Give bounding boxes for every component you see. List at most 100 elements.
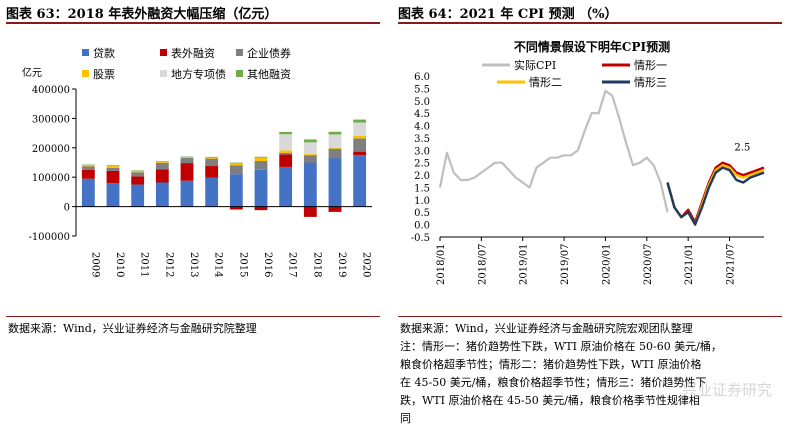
bar-segment-2015 [229,206,243,210]
bar-segment-2019 [328,134,342,148]
x-tick-label: 2011 [139,252,150,277]
bar-segment-2020 [353,151,367,156]
legend-label-4: 情形三 [634,76,667,89]
y-tick-label: 4.5 [414,109,430,120]
bar-segment-2009 [81,178,95,207]
bar-segment-2014 [205,166,219,178]
bar-segment-2009 [81,165,95,167]
bar-segment-2010 [106,165,120,167]
x-tick-label: 2012 [163,252,174,277]
right-source-rule [398,316,782,317]
bar-segment-2015 [229,163,243,166]
right-figure-panel: 图表 64：2021 年 CPI 预测 （%） 不同情景假设下明年CPI预测 实际… [392,0,786,426]
left-title-rule [6,22,380,24]
y-tick-label: 6.0 [414,72,430,83]
bar-segment-2017 [279,152,293,155]
series-line-1 [438,89,669,213]
bar-segment-2019 [328,158,342,207]
y-tick-label: 100000 [32,173,70,184]
x-tick-label: 2018 [311,252,322,277]
bar-segment-2018 [303,162,317,207]
x-tick-label: 2020/01 [601,243,612,285]
bar-segment-2013 [180,156,194,158]
x-tick-label: 2019/07 [560,243,571,285]
x-tick-label: 2016 [262,252,273,277]
x-tick-label: 2018/01 [436,243,447,285]
bar-segment-2016 [254,157,268,162]
x-tick-label: 2015 [237,252,248,277]
bar-segment-2016 [254,156,268,158]
y-tick-label: 3.5 [414,134,430,145]
bar-segment-2014 [205,156,219,158]
bar-segment-2020 [353,155,367,207]
bar-segment-2015 [229,162,243,164]
bar-segment-2013 [180,163,194,181]
x-tick-label: 2020 [361,252,372,277]
bar-segment-2014 [205,177,219,207]
bar-segment-2014 [205,158,219,167]
right-figure-title: 图表 64：2021 年 CPI 预测 （%） [398,7,618,22]
bar-segment-2018 [303,142,317,155]
y-tick-label: 2.5 [414,159,430,170]
legend-swatch-5 [160,70,167,77]
bar-segment-2017 [279,166,293,207]
legend-label-5: 地方专项债 [171,67,226,81]
y-axis-unit-label: 亿元 [22,66,42,79]
y-tick-label: 5.0 [414,97,430,108]
bar-segment-2010 [106,167,120,171]
legend-label-3: 企业债券 [247,46,291,60]
x-tick-label: 2019 [336,252,347,277]
legend-swatch-4 [82,70,89,77]
legend-label-6: 其他融资 [247,68,291,81]
legend-swatch-3 [236,49,243,56]
bar-segment-2010 [106,183,120,207]
bar-segment-2015 [229,165,243,175]
bar-segment-2013 [180,157,194,164]
bar-segment-2009 [81,169,95,179]
y-tick-label: 0.5 [414,208,430,219]
bar-segment-2017 [279,131,293,135]
y-tick-label: 5.5 [414,84,430,95]
x-tick-label: 2009 [89,252,100,277]
bar-segment-2017 [279,150,293,153]
bar-segment-2018 [303,206,317,217]
x-tick-label: 2010 [114,252,125,277]
bar-segment-2012 [155,161,169,163]
bar-segment-2016 [254,161,268,170]
y-tick-label: -100000 [28,232,70,243]
left-source-rule [6,316,380,317]
bar-segment-2012 [155,162,169,170]
bar-segment-2009 [81,166,95,170]
bar-segment-2020 [353,119,367,123]
bar-segment-2017 [279,134,293,151]
bar-segment-2014 [205,157,219,159]
legend-label-1: 贷款 [93,46,115,60]
legend-label-3: 情形二 [529,76,562,89]
data-annotation: 2.5 [734,143,750,154]
bar-segment-2015 [229,174,243,207]
x-tick-label: 2017 [287,252,298,277]
series-line-4 [666,166,765,226]
bar-segment-2020 [353,138,367,152]
y-tick-label: -0.5 [411,233,430,244]
y-tick-label: 1.0 [414,196,430,207]
legend-swatch-6 [236,70,243,77]
bar-segment-2020 [353,135,367,139]
bar-segment-2011 [131,170,145,172]
bar-segment-2018 [303,154,317,156]
bar-segment-2011 [131,171,145,173]
bar-segment-2020 [353,122,367,136]
y-tick-label: 2.0 [414,171,430,182]
left-source-note: 数据来源：Wind，兴业证券经济与金融研究院整理 [8,322,257,335]
bar-segment-2019 [328,131,342,135]
bar-segment-2018 [303,139,317,143]
right-source-note: 数据来源：Wind，兴业证券经济与金融研究院宏观团队整理 注：情形一：猪价趋势性… [400,322,722,425]
legend-label-4: 股票 [93,68,115,81]
legend-swatch-1 [82,49,89,56]
y-tick-label: 4.0 [414,122,430,133]
x-tick-label: 2021/01 [684,243,695,285]
bar-segment-2011 [131,176,145,185]
bar-segment-2012 [155,162,169,163]
